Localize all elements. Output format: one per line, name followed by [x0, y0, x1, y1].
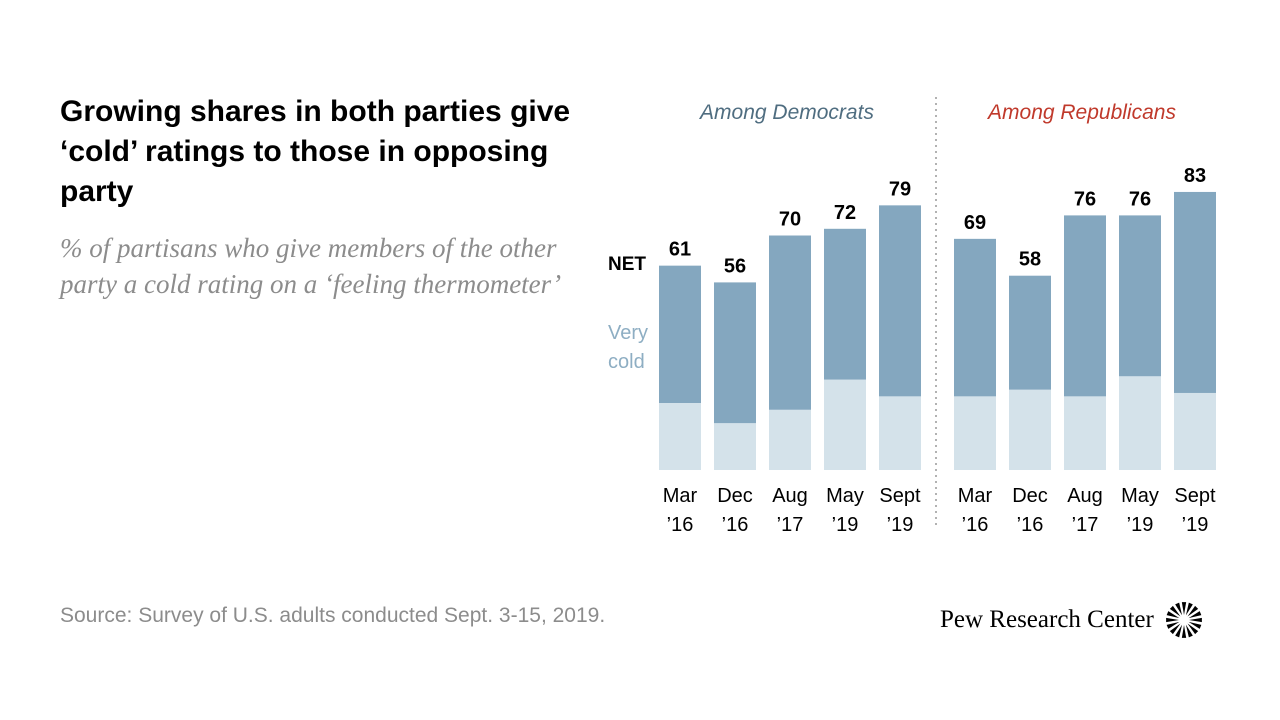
sunburst-ray [1169, 605, 1181, 617]
democrats-very-cold-bar [824, 379, 866, 470]
republicans-very-cold-bar [1119, 376, 1161, 470]
democrats-x-tick-year: ’19 [832, 514, 859, 536]
democrats-net-value-label: 72 [834, 202, 856, 224]
very-cold-label-line1: Very [608, 322, 648, 344]
logo-text: Pew Research Center [940, 606, 1154, 633]
net-label: NET [608, 254, 646, 275]
sunburst-ray [1187, 605, 1198, 617]
sunburst-ray [1165, 617, 1179, 623]
sunburst-ray [1185, 602, 1193, 616]
sunburst-ray [1174, 602, 1182, 616]
democrats-very-cold-bar [659, 403, 701, 470]
republicans-net-value-label: 76 [1129, 188, 1151, 210]
source-note: Source: Survey of U.S. adults conducted … [60, 604, 606, 627]
republicans-x-tick-year: ’17 [1072, 514, 1099, 536]
sunburst-ray [1181, 602, 1186, 615]
sunburst-ray [1166, 611, 1180, 619]
sunburst-ray [1169, 623, 1181, 635]
sunburst-ray [1188, 611, 1202, 619]
republicans-very-cold-bar [1174, 392, 1216, 470]
republicans-x-tick-month: Mar [958, 485, 993, 507]
democrats-x-tick-month: May [826, 485, 864, 507]
republicans-net-value-label: 69 [964, 212, 986, 234]
democrats-x-tick-year: ’17 [777, 514, 804, 536]
democrats-x-tick-month: Aug [772, 485, 808, 507]
sunburst-ray [1188, 621, 1202, 629]
democrats-net-value-label: 56 [724, 255, 746, 277]
democrats-x-tick-month: Dec [717, 485, 753, 507]
democrats-x-tick-year: ’16 [667, 514, 694, 536]
very-cold-label-line2: cold [608, 351, 645, 373]
democrats-net-value-label: 79 [889, 178, 911, 200]
sunburst-ray [1166, 621, 1180, 629]
democrats-x-tick-month: Sept [879, 485, 921, 507]
republicans-x-tick-month: Sept [1174, 485, 1216, 507]
sunburst-ray [1188, 617, 1202, 623]
sunburst-ray [1185, 624, 1193, 638]
democrats-net-value-label: 70 [779, 209, 801, 231]
chart-subtitle: % of partisans who give members of the o… [60, 233, 562, 299]
democrats-x-tick-year: ’19 [887, 514, 914, 536]
democrats-panel-title: Among Democrats [698, 101, 874, 124]
pew-logo: Pew Research Center [940, 600, 1204, 640]
democrats-x-tick-year: ’16 [722, 514, 749, 536]
republicans-x-tick-year: ’19 [1127, 514, 1154, 536]
democrats-very-cold-bar [879, 396, 921, 470]
republicans-x-tick-year: ’16 [1017, 514, 1044, 536]
republicans-net-value-label: 58 [1019, 249, 1041, 271]
republicans-x-tick-month: Aug [1067, 485, 1103, 507]
sunburst-ray [1181, 625, 1186, 638]
republicans-x-tick-year: ’16 [962, 514, 989, 536]
chart-title: Growing shares in both parties give ‘col… [60, 95, 571, 208]
republicans-x-tick-month: May [1121, 485, 1159, 507]
sunburst-ray [1187, 623, 1198, 635]
republicans-net-value-label: 83 [1184, 165, 1206, 187]
democrats-very-cold-bar [769, 409, 811, 470]
democrats-very-cold-bar [714, 423, 756, 470]
republicans-very-cold-bar [954, 396, 996, 470]
republicans-x-tick-month: Dec [1012, 485, 1048, 507]
republicans-net-value-label: 76 [1074, 188, 1096, 210]
republicans-very-cold-bar [1064, 396, 1106, 470]
sunburst-ray [1174, 624, 1182, 638]
democrats-net-value-label: 61 [669, 239, 691, 261]
republicans-very-cold-bar [1009, 389, 1051, 470]
democrats-x-tick-month: Mar [663, 485, 698, 507]
republicans-panel-title: Among Republicans [986, 101, 1176, 124]
republicans-x-tick-year: ’19 [1182, 514, 1209, 536]
pew-sunburst-icon [1165, 602, 1202, 638]
